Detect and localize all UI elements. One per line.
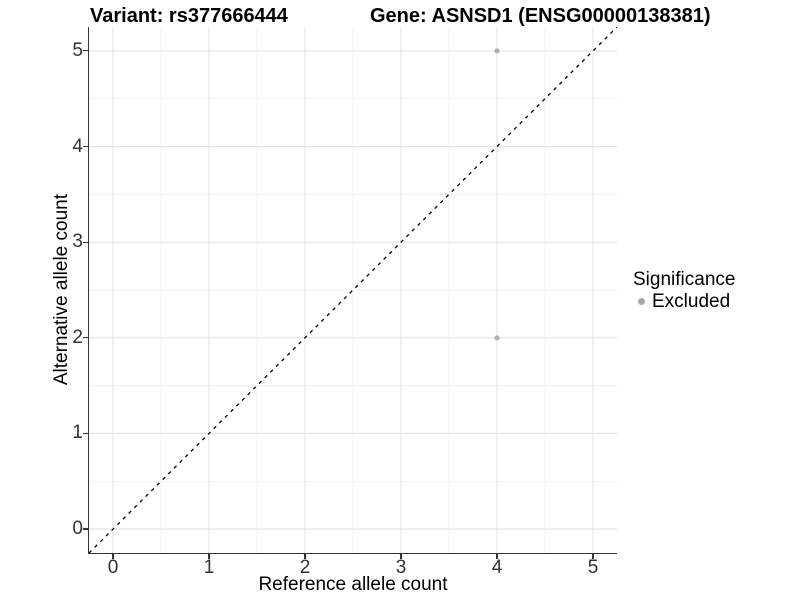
y-tick-mark — [82, 50, 88, 52]
y-tick-mark — [82, 337, 88, 339]
x-tick-label: 1 — [203, 557, 215, 578]
excluded-point-icon — [638, 298, 645, 305]
y-tick-label: 5 — [72, 39, 83, 61]
x-tick-label: 4 — [491, 557, 503, 578]
y-tick-mark — [82, 528, 88, 530]
plot-panel — [89, 27, 617, 553]
x-tick-mark — [208, 554, 210, 560]
y-tick-label: 3 — [72, 231, 83, 253]
x-tick-mark — [592, 554, 594, 560]
legend-title: Significance — [633, 269, 736, 290]
x-tick-mark — [496, 554, 498, 560]
x-tick-mark — [304, 554, 306, 560]
legend: Significance Excluded — [633, 268, 735, 311]
data-point — [494, 48, 500, 54]
y-axis-line — [87, 27, 89, 555]
y-tick-mark — [82, 145, 88, 148]
y-tick-label: 2 — [72, 326, 83, 348]
y-tick-label: 4 — [72, 135, 83, 157]
y-tick-label: 0 — [72, 518, 83, 540]
x-tick-label: 2 — [299, 557, 311, 578]
x-tick-label: 0 — [107, 557, 119, 578]
y-tick-mark — [82, 432, 88, 435]
chart-canvas — [89, 27, 617, 553]
y-axis-title: Alternative allele count — [51, 194, 72, 386]
legend-item-excluded: Excluded — [633, 292, 735, 311]
x-axis-title: Reference allele count — [258, 574, 448, 595]
y-tick-label: 1 — [72, 422, 83, 444]
plot-title-gene: Gene: ASNSD1 (ENSG00000138381) — [370, 5, 711, 27]
y-tick-mark — [82, 241, 88, 243]
x-axis-line — [87, 553, 617, 555]
x-tick-mark — [400, 554, 402, 560]
x-tick-label: 3 — [395, 557, 407, 578]
plot-title-variant: Variant: rs377666444 — [90, 5, 288, 27]
x-tick-label: 5 — [587, 557, 599, 578]
data-point — [494, 335, 500, 341]
legend-item-label: Excluded — [652, 291, 731, 312]
x-tick-mark — [112, 554, 114, 560]
